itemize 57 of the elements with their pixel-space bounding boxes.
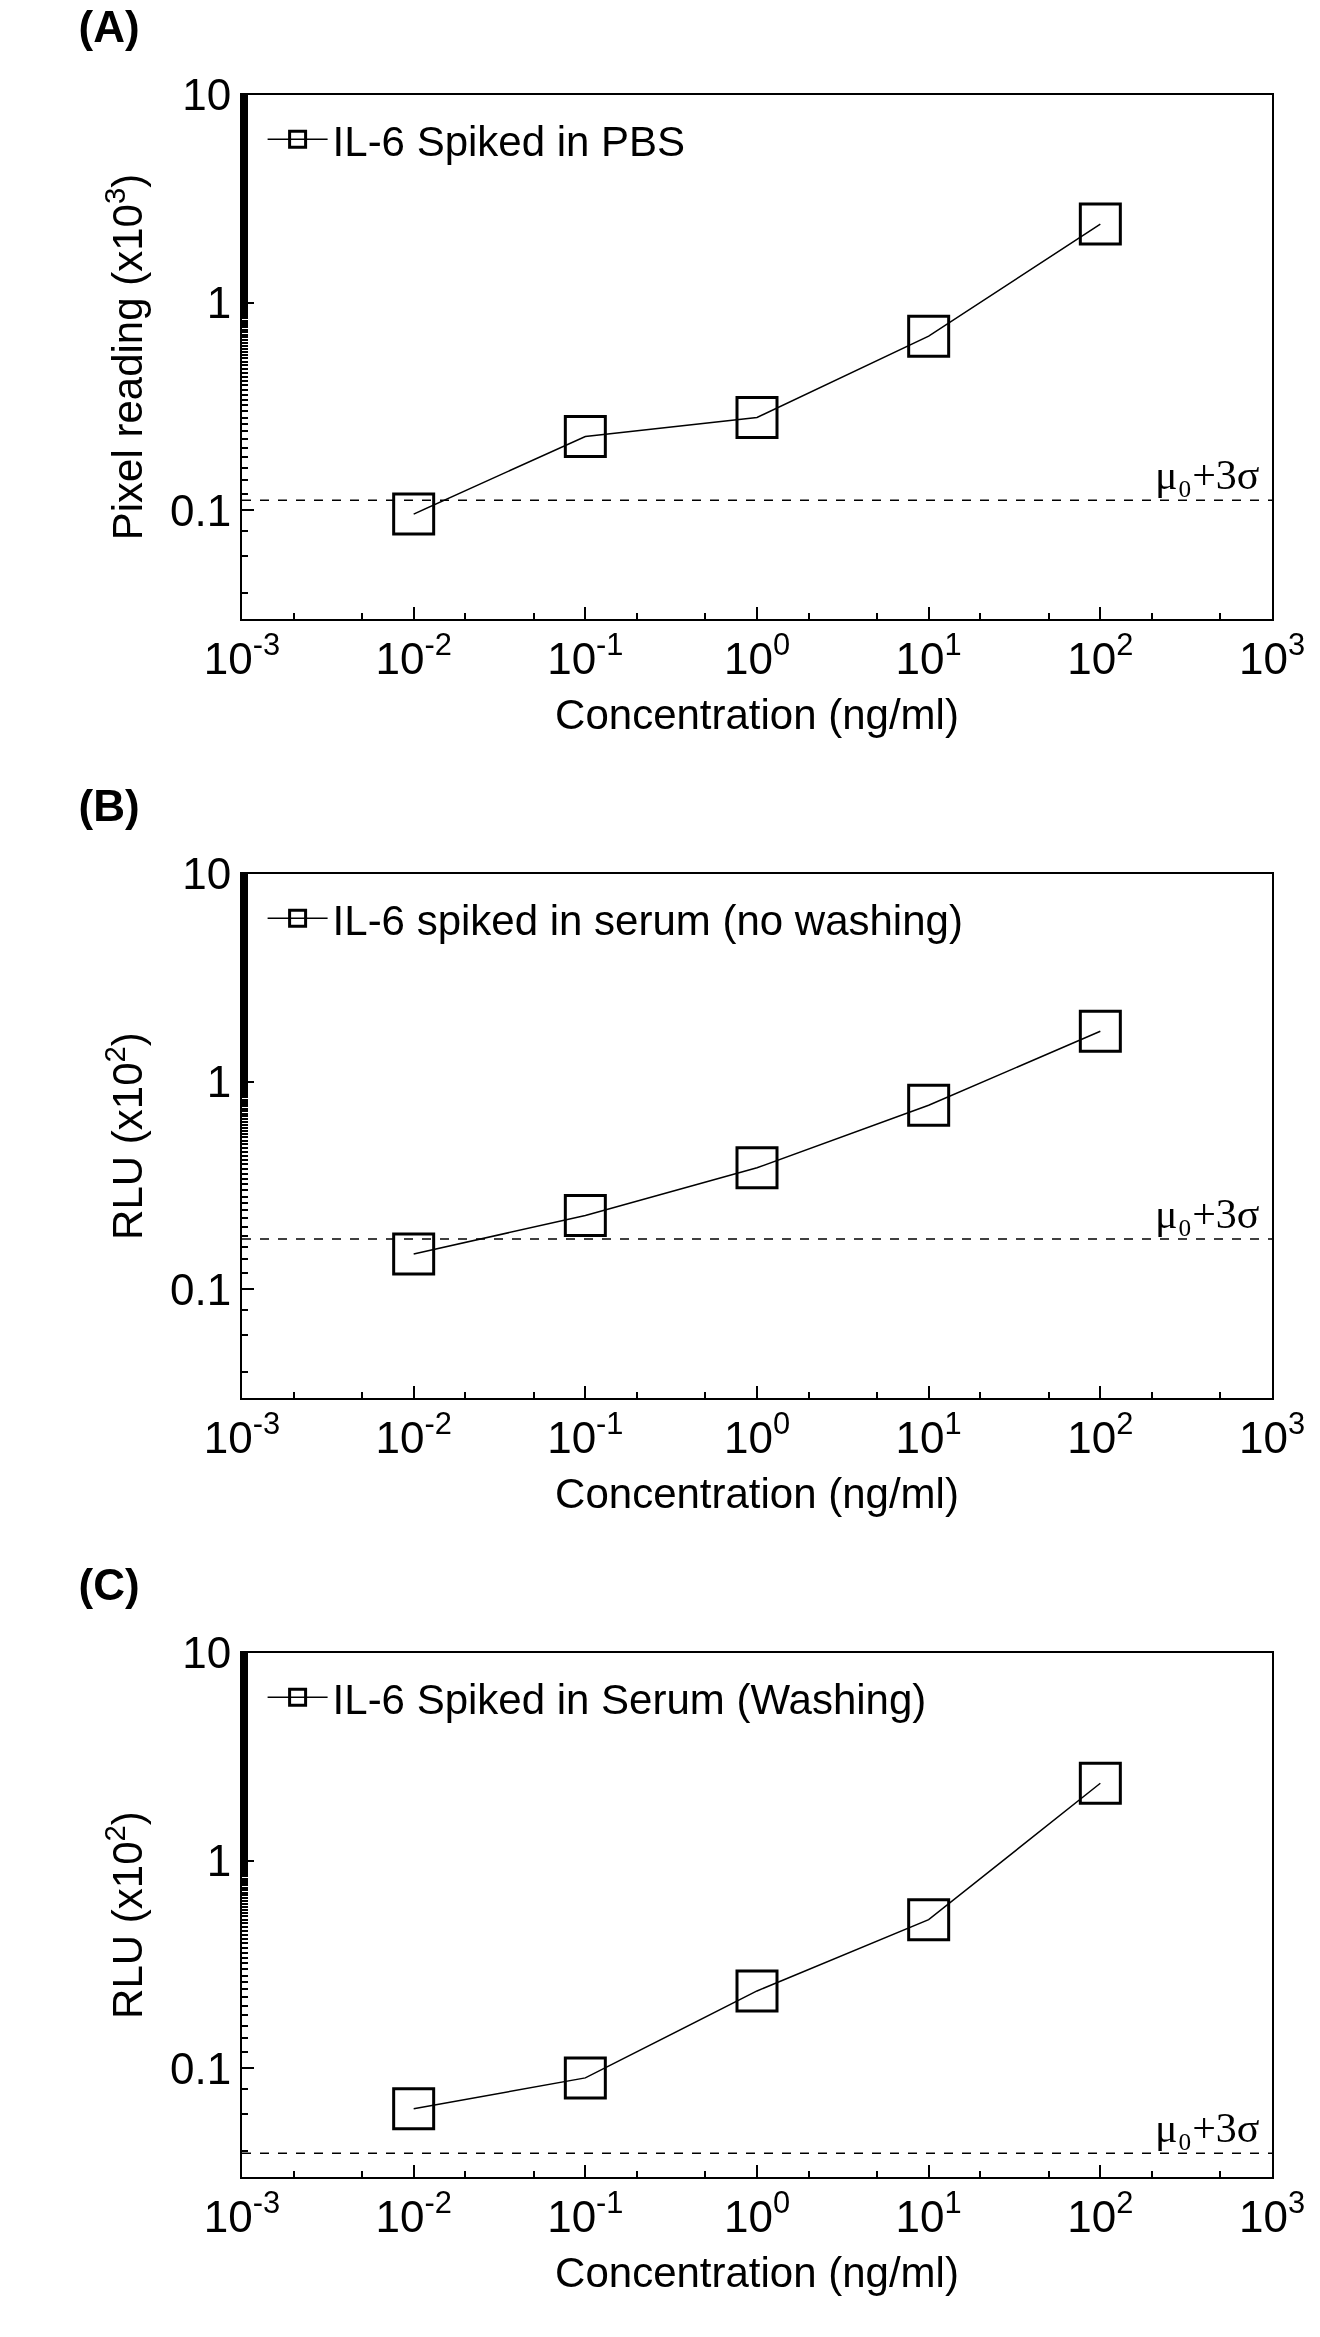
ref-line-label: μ₀+3σ bbox=[1155, 1191, 1260, 1237]
x-tick-label: 10$^{-3}$ bbox=[203, 1406, 281, 1462]
y-tick-label: 1 bbox=[206, 1057, 232, 1107]
y-tick-label: 10 bbox=[182, 70, 232, 120]
ref-line-label: μ₀+3σ bbox=[1155, 452, 1260, 498]
y-tick-label: 0.1 bbox=[170, 2043, 232, 2093]
point bbox=[1078, 1761, 1122, 1805]
x-tick-label: 10$^{0}$ bbox=[723, 2185, 791, 2241]
x-tick-label: 10$^{2}$ bbox=[1067, 1406, 1134, 1462]
x-axis-title: Concentration (ng/ml) bbox=[555, 691, 959, 739]
x-axis-title: Concentration (ng/ml) bbox=[555, 2249, 959, 2297]
point bbox=[563, 2056, 607, 2100]
point bbox=[735, 396, 779, 440]
x-tick-label: 10$^{-2}$ bbox=[375, 627, 452, 683]
x-tick-label: 10$^{1}$ bbox=[895, 1406, 962, 1462]
chart-title: (C) bbox=[78, 1560, 140, 1610]
x-tick-label: 10$^{1}$ bbox=[895, 2185, 962, 2241]
x-tick-label: 10$^{2}$ bbox=[1067, 2185, 1134, 2241]
x-tick-label: 10$^{-3}$ bbox=[203, 2185, 281, 2241]
y-tick-label: 0.1 bbox=[170, 1264, 232, 1314]
y-tick-label: 10 bbox=[182, 849, 232, 899]
x-tick-label: 10$^{3}$ bbox=[1238, 1406, 1306, 1462]
x-tick-label: 10$^{-1}$ bbox=[547, 627, 624, 683]
x-tick-label: 10$^{3}$ bbox=[1238, 627, 1306, 683]
x-axis-title: Concentration (ng/ml) bbox=[555, 1470, 959, 1518]
chart-title: (A) bbox=[78, 2, 140, 52]
y-tick-label: 0.1 bbox=[170, 485, 232, 535]
legend-label: IL-6 spiked in serum (no washing) bbox=[332, 896, 963, 944]
point bbox=[392, 492, 436, 536]
point bbox=[907, 1898, 951, 1942]
ref-line-label: μ₀+3σ bbox=[1155, 2105, 1260, 2151]
x-tick-label: 10$^{3}$ bbox=[1238, 2185, 1306, 2241]
x-tick-label: 10$^{-1}$ bbox=[547, 2185, 624, 2241]
point bbox=[907, 1083, 951, 1127]
x-tick-label: 10$^{-2}$ bbox=[375, 2185, 452, 2241]
point bbox=[563, 414, 607, 458]
point bbox=[392, 2087, 436, 2131]
y-tick-label: 10 bbox=[182, 1628, 232, 1678]
point bbox=[1078, 1009, 1122, 1053]
chart-title: (B) bbox=[78, 781, 140, 831]
y-tick-label: 1 bbox=[206, 278, 232, 328]
legend-label: IL-6 Spiked in Serum (Washing) bbox=[332, 1675, 927, 1723]
point bbox=[563, 1193, 607, 1237]
x-tick-label: 10$^{-2}$ bbox=[375, 1406, 452, 1462]
point bbox=[735, 1146, 779, 1190]
x-tick-label: 10$^{0}$ bbox=[723, 1406, 791, 1462]
x-tick-label: 10$^{0}$ bbox=[723, 627, 791, 683]
point bbox=[907, 314, 951, 358]
x-tick-label: 10$^{1}$ bbox=[895, 627, 962, 683]
point bbox=[1078, 202, 1122, 246]
x-tick-label: 10$^{-3}$ bbox=[203, 627, 281, 683]
point bbox=[392, 1232, 436, 1276]
point bbox=[735, 1969, 779, 2013]
x-tick-label: 10$^{-1}$ bbox=[547, 1406, 624, 1462]
legend-label: IL-6 Spiked in PBS bbox=[332, 117, 686, 165]
x-tick-label: 10$^{2}$ bbox=[1067, 627, 1134, 683]
y-tick-label: 1 bbox=[206, 1836, 232, 1886]
